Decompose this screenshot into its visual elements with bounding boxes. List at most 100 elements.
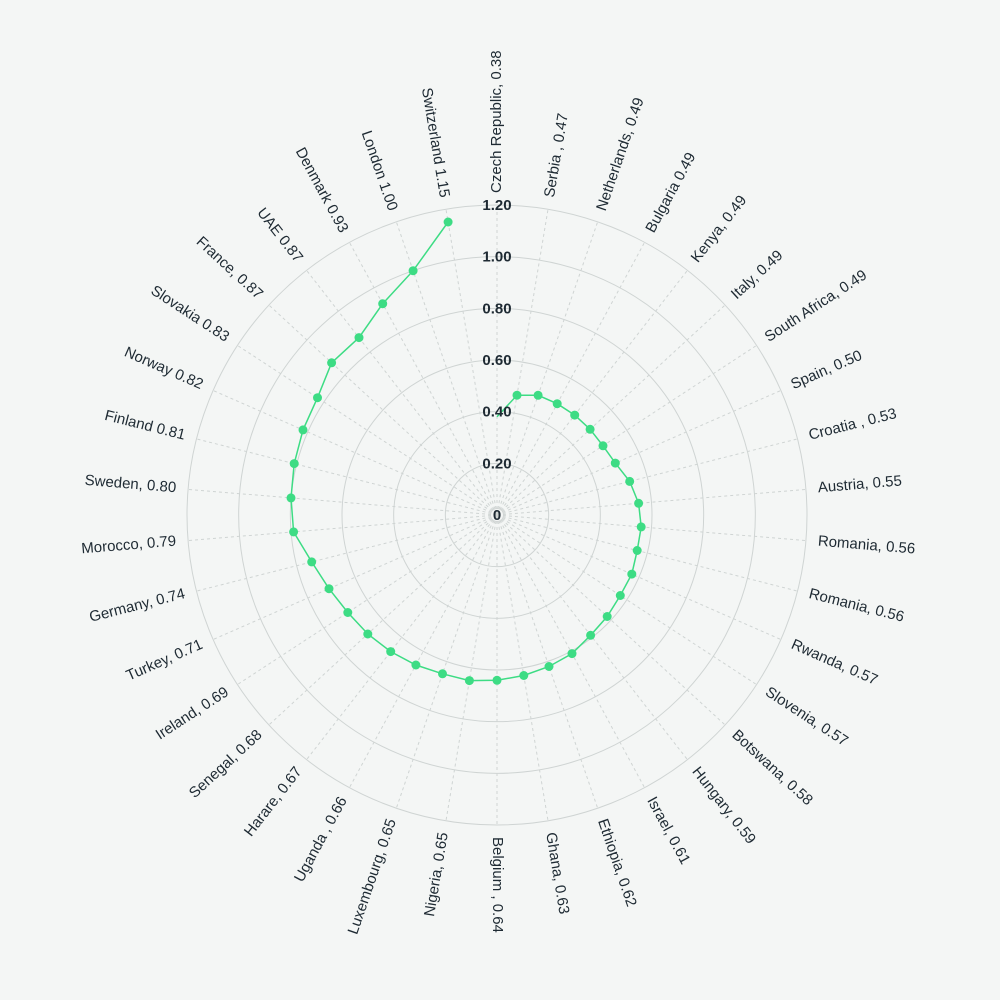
data-point (492, 675, 502, 685)
category-label: Senegal, 0.68 (186, 726, 266, 801)
data-point (327, 358, 337, 368)
category-label: Turkey, 0.71 (124, 636, 206, 684)
category-label: Norway 0.82 (122, 344, 206, 393)
data-point (634, 498, 644, 508)
category-label: Belgium , 0.64 (489, 837, 506, 933)
category-label: Romania, 0.56 (817, 533, 916, 558)
spoke-line (306, 270, 498, 516)
spoke-line (496, 242, 645, 516)
category-label: Morocco, 0.79 (81, 533, 177, 558)
data-point (289, 527, 299, 537)
data-point (286, 493, 296, 503)
category-label: Switzerland 1.15 (418, 87, 453, 199)
spoke-line (496, 514, 782, 640)
data-point (386, 647, 396, 657)
category-label: Serbia , 0.47 (541, 112, 572, 199)
spoke-line (496, 488, 806, 516)
radial-tick-labels: 0 0.20 0.40 0.60 0.80 1.00 1.20 (482, 197, 511, 524)
data-point (602, 612, 612, 621)
category-label: Ghana, 0.63 (542, 831, 572, 915)
category-label: London 1.00 (358, 129, 401, 213)
data-point (570, 410, 580, 420)
category-label: Bulgaria 0.49 (642, 150, 699, 236)
category-label: Israel, 0.61 (643, 794, 693, 867)
category-label: Ethiopia, 0.62 (594, 817, 640, 909)
data-point (533, 390, 543, 400)
data-point (289, 459, 299, 469)
grid-ring (444, 462, 550, 568)
data-point (438, 669, 447, 679)
category-label: Czech Republic, 0.38 (488, 50, 505, 193)
spoke-line (496, 514, 549, 821)
category-label: South Africa, 0.49 (762, 267, 870, 346)
data-point (552, 399, 562, 409)
data-point (307, 557, 317, 567)
tick-label: 0.20 (482, 455, 511, 472)
spoke-line (496, 438, 798, 516)
data-point (324, 584, 334, 594)
category-label: Finland 0.81 (103, 407, 187, 444)
category-label: Romania, 0.56 (807, 585, 906, 625)
spoke-line (188, 514, 498, 542)
spoke-line (496, 514, 806, 542)
category-label: Spain, 0.50 (788, 347, 864, 393)
category-label: Denmark 0.93 (292, 145, 352, 236)
spoke-line (196, 438, 498, 516)
spoke-line (496, 270, 688, 516)
tick-label: 0.60 (482, 352, 511, 369)
spoke-line (349, 242, 498, 516)
spoke-line (496, 514, 599, 809)
data-point (610, 458, 620, 468)
data-points (286, 217, 646, 686)
category-label: Germany, 0.74 (88, 585, 187, 626)
data-point (567, 649, 577, 659)
data-point (615, 591, 625, 600)
data-point (363, 629, 373, 639)
spoke-line (349, 514, 498, 788)
data-point (632, 546, 642, 555)
data-point (378, 299, 388, 309)
spoke-line (212, 514, 498, 640)
category-label: Netherlands, 0.49 (593, 95, 648, 213)
category-label: Ireland, 0.69 (153, 684, 232, 744)
data-point (627, 569, 637, 579)
data-point (585, 424, 595, 434)
category-label: Nigeria, 0.65 (421, 831, 452, 918)
category-label: Slovakia 0.83 (148, 282, 233, 345)
tick-label: 1.00 (482, 249, 511, 266)
data-point (625, 476, 635, 486)
data-point (586, 630, 596, 640)
category-labels: Czech Republic, 0.38 Serbia , 0.47 Netherl… (81, 50, 916, 936)
grid-ring (341, 359, 653, 671)
category-label: Austria, 0.55 (817, 472, 902, 496)
tick-label: 0.80 (482, 300, 511, 317)
data-point (343, 608, 353, 617)
spoke-line (237, 514, 498, 685)
spoke-line (496, 514, 645, 788)
category-label: Italy, 0.49 (728, 247, 787, 303)
data-point (512, 390, 522, 400)
spoke-line (496, 514, 757, 685)
spoke-line (496, 514, 726, 726)
data-point (519, 671, 529, 680)
grid-ring (186, 204, 808, 826)
category-label: Harare, 0.67 (241, 764, 306, 840)
spoke-line (237, 345, 498, 516)
spoke-line (268, 304, 498, 516)
data-point (354, 333, 364, 343)
category-label: Slovenia, 0.57 (762, 684, 851, 750)
spoke-line (496, 390, 782, 516)
spoke-line (196, 514, 498, 592)
spoke-line (496, 514, 688, 760)
spoke-line (496, 304, 726, 516)
spoke-line (188, 488, 498, 516)
spoke-line (445, 514, 498, 821)
data-point (298, 425, 308, 435)
category-label: Rwanda, 0.57 (789, 636, 881, 689)
category-label: France, 0.87 (193, 233, 266, 303)
spoke-line (445, 209, 498, 516)
data-point (636, 522, 646, 532)
data-point (443, 217, 453, 227)
spoke-line (212, 390, 498, 516)
